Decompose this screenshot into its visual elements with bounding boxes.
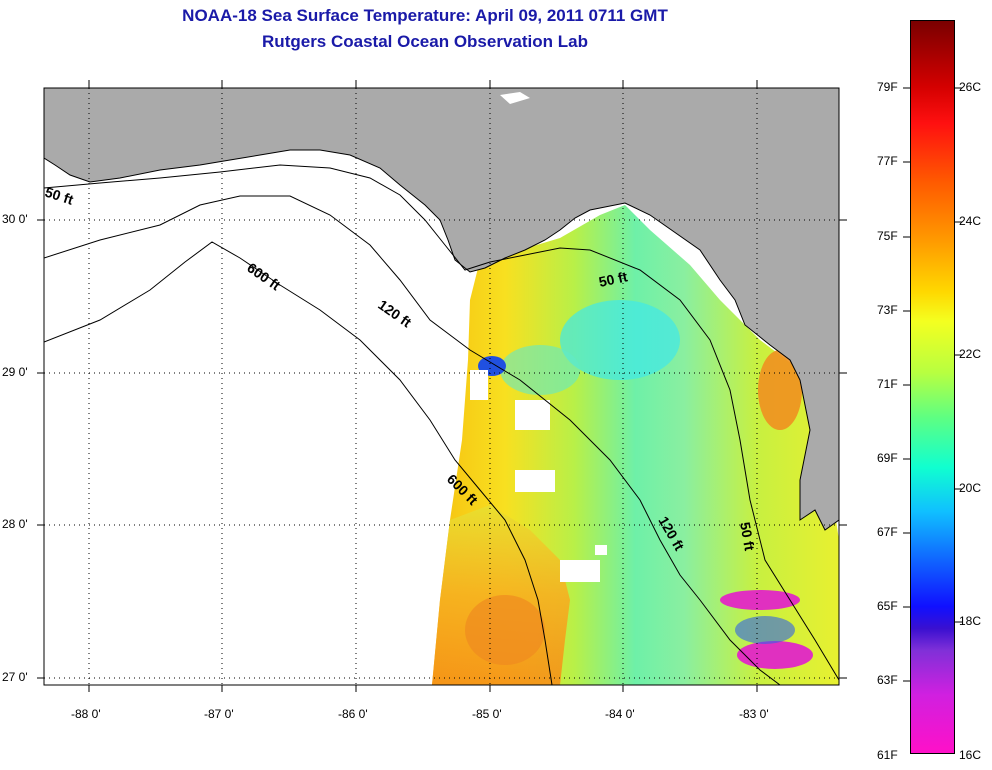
sst-cyan-patch	[500, 345, 580, 395]
lat-tick-label: 29 0'	[2, 365, 28, 379]
map-subtitle: Rutgers Coastal Ocean Observation Lab	[262, 32, 588, 51]
cloud-gap	[560, 560, 600, 582]
colorbar-c-label: 26C	[959, 80, 982, 94]
cloud-gap	[515, 400, 550, 430]
lon-tick-label: -87 0'	[204, 707, 234, 721]
map-title: NOAA-18 Sea Surface Temperature: April 0…	[182, 6, 668, 25]
map-frame	[43, 87, 840, 686]
colorbar-f-label: 75F	[877, 229, 898, 243]
colorbar-ticks	[903, 87, 962, 682]
lon-tick-label: -85 0'	[472, 707, 502, 721]
lon-tick-label: -88 0'	[71, 707, 101, 721]
land-mass	[44, 88, 839, 530]
axis-ticks	[37, 80, 847, 692]
colorbar-c-label: 24C	[959, 214, 982, 228]
colorbar-c-label: 22C	[959, 347, 982, 361]
contour-600ft-line	[44, 241, 553, 685]
lat-tick-label: 30 0'	[2, 212, 28, 226]
contour-label: 50 ft	[737, 521, 758, 552]
sst-cyan-patch	[560, 300, 680, 380]
island-patch	[500, 92, 530, 104]
colorbar-f-label: 65F	[877, 599, 898, 613]
contour-label: 50 ft	[597, 268, 629, 290]
sst-blue-patch	[735, 616, 795, 644]
sst-magenta-patch	[720, 590, 800, 610]
colorbar-f-label: 67F	[877, 525, 898, 539]
temperature-colorbar	[910, 20, 955, 754]
colorbar-c-label: 16C	[959, 748, 982, 762]
colorbar-f-label: 73F	[877, 303, 898, 317]
cloud-gap	[595, 545, 607, 555]
colorbar-f-label: 77F	[877, 154, 898, 168]
colorbar-f-label: 69F	[877, 451, 898, 465]
contour-50ft-line	[44, 164, 839, 681]
sst-magenta-patch	[737, 641, 813, 669]
colorbar-f-label: 61F	[877, 748, 898, 762]
contour-120ft-line	[44, 195, 781, 685]
colorbar-f-label: 71F	[877, 377, 898, 391]
cloud-gap	[470, 370, 488, 400]
colorbar-f-label: 79F	[877, 80, 898, 94]
coastline	[44, 149, 839, 531]
cloud-gap	[515, 470, 555, 492]
lon-tick-label: -86 0'	[338, 707, 368, 721]
lat-tick-label: 28 0'	[2, 517, 28, 531]
lon-tick-label: -84 0'	[605, 707, 635, 721]
sst-warm-core	[465, 595, 545, 665]
colorbar-c-label: 20C	[959, 481, 982, 495]
sst-orange-coast	[758, 350, 802, 430]
lon-tick-label: -83 0'	[739, 707, 769, 721]
lat-tick-label: 27 0'	[2, 670, 28, 684]
colorbar-c-label: 18C	[959, 614, 982, 628]
map-plot-area: 50 ft 600 ft 120 ft 50 ft 600 ft 120 ft …	[44, 88, 839, 685]
colorbar-f-label: 63F	[877, 673, 898, 687]
